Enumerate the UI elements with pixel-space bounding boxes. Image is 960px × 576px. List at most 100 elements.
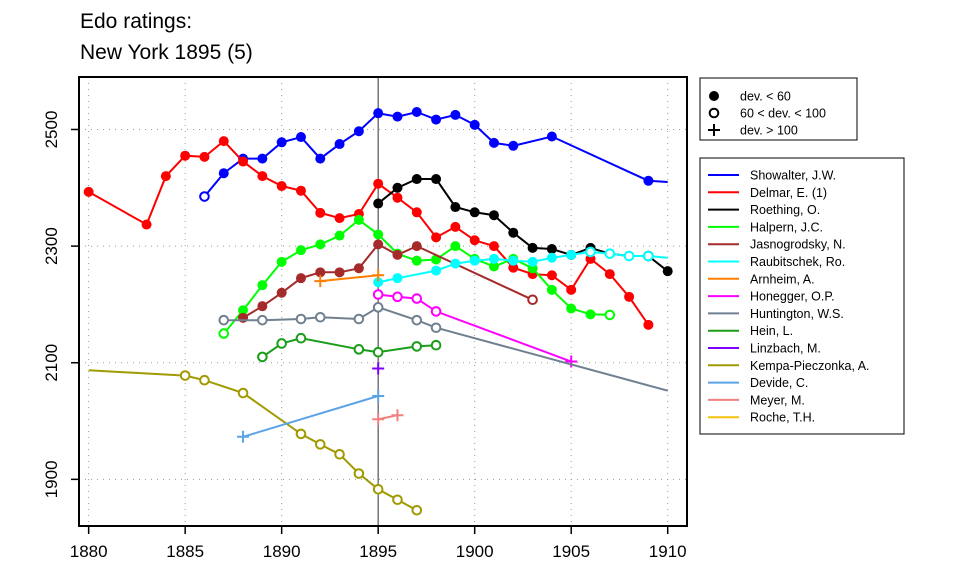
data-point (218, 314, 230, 326)
data-point (392, 249, 403, 260)
data-point (372, 346, 384, 358)
series-layer (83, 106, 673, 516)
data-point (237, 387, 249, 399)
data-point (373, 239, 384, 250)
series-line (261, 337, 437, 358)
data-point (604, 269, 615, 280)
data-point (508, 262, 519, 273)
data-point (431, 174, 442, 185)
data-point (488, 241, 499, 252)
data-point (373, 178, 384, 189)
series-legend-label: Raubitschek, Ro. (750, 255, 845, 269)
data-point (623, 250, 635, 262)
data-point (315, 153, 326, 164)
data-point (334, 213, 345, 224)
data-point (585, 309, 596, 320)
series-legend-label: Kempa-Pieczonka, A. (750, 359, 870, 373)
data-point (392, 182, 403, 193)
data-point (238, 305, 249, 316)
data-point (218, 168, 229, 179)
x-tick-label: 1895 (359, 542, 397, 561)
data-point (83, 186, 94, 197)
series-legend-label: Linzbach, M. (750, 342, 821, 356)
data-point (315, 239, 326, 250)
data-point (372, 302, 384, 313)
data-point (295, 428, 307, 440)
symbol-legend-box (699, 77, 858, 141)
data-point (199, 151, 210, 162)
x-tick-label: 1910 (649, 542, 687, 561)
data-point (257, 171, 268, 182)
series (372, 409, 404, 426)
series-legend-label: Meyer, M. (750, 393, 805, 407)
series (257, 332, 442, 363)
data-point (527, 256, 538, 267)
series (218, 214, 616, 339)
data-point (430, 339, 442, 351)
data-point (334, 267, 345, 278)
data-point (353, 468, 365, 479)
data-point (392, 192, 403, 203)
data-point (411, 255, 422, 266)
data-point (431, 265, 442, 276)
series-line (242, 395, 379, 438)
series-legend-label: Honegger, O.P. (750, 290, 835, 304)
data-point (643, 175, 654, 186)
data-point (257, 301, 268, 312)
data-point (450, 258, 461, 269)
data-point (238, 312, 249, 323)
data-point (373, 108, 384, 119)
y-tick-label: 2300 (42, 227, 61, 265)
data-point (276, 338, 287, 349)
grid (79, 77, 687, 526)
data-point (353, 126, 364, 137)
data-point (295, 132, 306, 143)
data-point (450, 241, 461, 252)
data-point (257, 280, 268, 291)
data-point (141, 219, 152, 230)
data-point (546, 270, 557, 281)
data-point (430, 322, 442, 334)
series-legend-label: Delmar, E. (1) (750, 186, 827, 200)
data-point (180, 150, 191, 161)
data-point (469, 255, 480, 266)
data-point (450, 221, 461, 232)
data-point (411, 241, 422, 252)
data-point (411, 207, 422, 218)
data-point (546, 252, 557, 263)
series (218, 302, 668, 392)
data-point (508, 255, 519, 266)
data-point (373, 198, 384, 209)
data-point (314, 439, 326, 450)
data-point (431, 114, 442, 125)
data-point (450, 109, 461, 120)
data-point (372, 413, 385, 426)
legend-marker (708, 107, 720, 119)
data-point (199, 191, 210, 202)
data-point (411, 504, 423, 516)
data-point (372, 289, 384, 300)
series (88, 369, 423, 516)
data-point (315, 207, 326, 218)
x-tick-label: 1885 (166, 542, 204, 561)
y-tick-label: 2100 (42, 344, 61, 382)
data-point (218, 136, 229, 147)
x-tick-label: 1900 (456, 542, 494, 561)
data-point (314, 311, 326, 323)
symbol-legend-label: 60 < dev. < 100 (740, 107, 826, 121)
data-point (160, 171, 171, 182)
data-point (334, 448, 345, 460)
data-point (392, 291, 403, 303)
series-legend-label: Halpern, J.C. (750, 220, 823, 234)
legend-marker (709, 91, 719, 101)
plot-frame (78, 76, 688, 527)
data-point (373, 277, 384, 288)
data-point (353, 214, 364, 225)
data-point (585, 246, 596, 258)
series-legend-label: Devide, C. (750, 376, 808, 390)
data-point (276, 256, 287, 267)
data-point (199, 374, 210, 386)
data-point (488, 210, 499, 221)
data-point (372, 362, 385, 375)
data-point (372, 483, 384, 495)
